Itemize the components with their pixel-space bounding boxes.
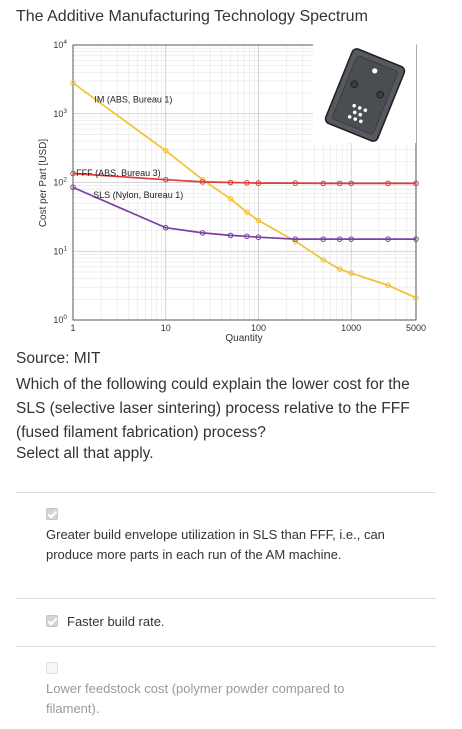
x-tick-label: 1000 (341, 323, 361, 333)
data-point-sls (70, 184, 76, 191)
data-point-sls (227, 232, 234, 239)
option-1-checkbox[interactable] (46, 508, 58, 520)
data-point-sls (385, 236, 391, 242)
data-point-fff (244, 180, 250, 186)
option-3-checkbox (46, 662, 58, 674)
data-point-fff (255, 180, 262, 186)
data-point-fff (336, 180, 343, 187)
data-point-im (244, 209, 250, 215)
divider (16, 646, 436, 647)
figure-title: The Additive Manufacturing Technology Sp… (16, 8, 368, 25)
x-tick-label: 10 (161, 323, 171, 333)
source-text: Source: MIT (16, 350, 101, 367)
y-tick-label: 102 (53, 177, 67, 188)
data-point-im (385, 282, 391, 289)
question-text: Which of the following could explain the… (16, 376, 410, 441)
chart-series (70, 80, 419, 301)
divider (16, 598, 436, 599)
y-tick-label: 100 (53, 314, 67, 325)
data-point-fff (227, 179, 234, 186)
option-2-checkbox[interactable] (46, 615, 58, 627)
data-point-im (320, 257, 327, 263)
series-line-im (72, 82, 417, 299)
data-point-im (70, 80, 76, 86)
instruction-text: Select all that apply. (16, 445, 154, 462)
series-labels: IM (ABS, Bureau 1) FFF (ABS, Bureau 3) SLS… (76, 95, 183, 200)
data-point-sls (320, 236, 327, 242)
data-point-im (255, 217, 262, 224)
data-point-sls (413, 236, 419, 242)
data-point-fff (348, 180, 354, 187)
y-tick-label: 104 (53, 39, 67, 50)
cost-chart: IM (ABS, Bureau 1) FFF (ABS, Bureau 3) SLS… (38, 39, 426, 344)
x-axis-label: Quantity (225, 333, 262, 344)
data-point-fff (292, 180, 299, 186)
series-label-fff: FFF (ABS, Bureau 3) (76, 168, 161, 178)
data-point-sls (292, 236, 299, 242)
part-render-image (313, 43, 416, 143)
divider (16, 492, 436, 493)
data-point-im (162, 147, 169, 154)
option-3-label: Lower feedstock cost (polymer powder com… (46, 681, 345, 716)
data-point-fff (413, 180, 419, 187)
x-tick-label: 100 (251, 323, 266, 333)
chart-ticks: 1 10 100 1000 5000 100 101 102 103 104 (53, 39, 426, 333)
series-line-fff (72, 172, 416, 185)
data-point-im (336, 266, 343, 272)
series-label-im: IM (ABS, Bureau 1) (94, 95, 172, 105)
x-tick-label: 1 (70, 323, 75, 333)
data-point-sls (244, 233, 250, 240)
option-1-label[interactable]: Greater build envelope utilization in SL… (46, 527, 385, 562)
y-axis-label: Cost per Part [USD] (38, 139, 49, 228)
data-point-im (413, 295, 419, 301)
data-point-im (348, 270, 354, 276)
data-point-sls (255, 234, 262, 241)
data-point-fff (199, 179, 206, 185)
data-point-sls (199, 230, 206, 236)
plot-frame (72, 44, 417, 321)
data-point-im (227, 195, 234, 202)
data-point-fff (320, 180, 327, 187)
data-point-fff (162, 176, 169, 183)
x-tick-label: 5000 (406, 323, 426, 333)
option-2-label[interactable]: Faster build rate. (67, 614, 165, 629)
data-point-sls (162, 224, 169, 231)
series-line-sls (72, 186, 416, 240)
data-point-fff (70, 170, 76, 177)
y-tick-label: 101 (53, 245, 67, 256)
data-point-fff (385, 180, 391, 187)
data-point-sls (348, 236, 354, 242)
data-point-sls (336, 236, 343, 242)
y-tick-label: 103 (53, 108, 67, 119)
series-label-sls: SLS (Nylon, Bureau 1) (93, 190, 183, 200)
